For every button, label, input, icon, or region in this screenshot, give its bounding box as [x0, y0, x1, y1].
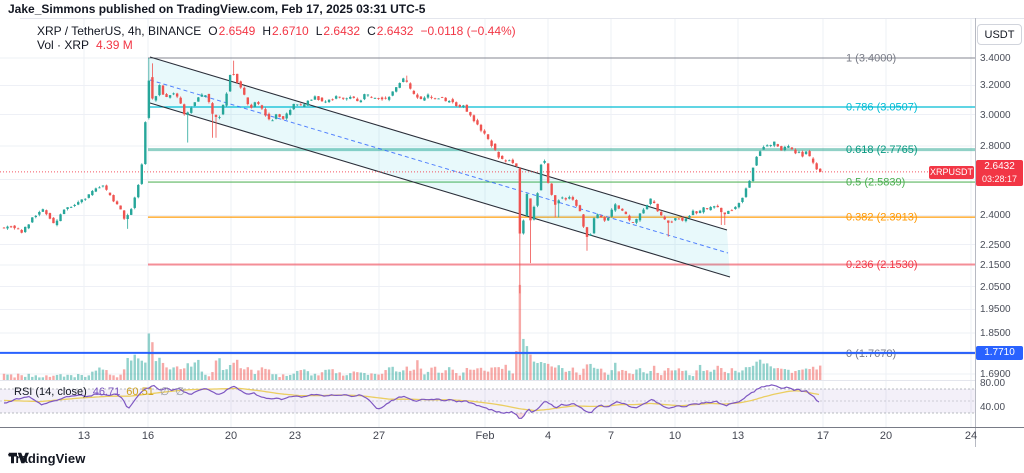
price-tick-label: 3.0000: [980, 109, 1011, 121]
price-tick-label: 1.9500: [980, 304, 1011, 316]
publish-header: Jake_Simmons published on TradingView.co…: [8, 2, 426, 16]
fib-level-label: 0.786 (3.0507): [846, 102, 918, 114]
price-tick-label: 2.2500: [980, 239, 1011, 251]
tradingview-mark-icon: [8, 452, 29, 464]
rsi-tick-label: 40.00: [980, 402, 1006, 413]
fib-level-label: 0.382 (2.3913): [846, 212, 918, 224]
price-tick-label: 2.8000: [980, 140, 1011, 152]
current-price-value: 2.6432: [984, 160, 1015, 172]
time-tick-label: 16: [141, 430, 155, 442]
time-tick-label: 20: [879, 430, 893, 442]
price-tick-label: 2.0500: [980, 281, 1011, 293]
time-tick-label: 13: [77, 430, 91, 442]
time-tick-label: 4: [544, 430, 552, 442]
low-value: 2.6432: [323, 24, 361, 38]
high-label: H: [262, 24, 272, 38]
price-tick-label: 3.4000: [980, 53, 1011, 64]
rsi-ma-value: 60.51: [126, 386, 154, 398]
time-axis[interactable]: 13 16 20 23 27 Feb 4 7 10 13 17 20 24: [0, 428, 978, 447]
time-tick-label: 27: [372, 430, 386, 442]
low-label: L: [315, 24, 323, 38]
rsi-tick-label: 80.00: [980, 378, 1006, 389]
symbol-legend: XRP / TetherUS, 4h, BINANCE O 2.6549 H 2.6…: [37, 24, 516, 38]
fib-level-label: 0.618 (2.7765): [846, 144, 918, 156]
time-tick-label: Feb: [475, 430, 495, 442]
bar-countdown: 03:28:17: [981, 173, 1018, 184]
symbol-title: XRP / TetherUS, 4h, BINANCE: [37, 24, 202, 38]
currency-toggle[interactable]: USDT: [977, 24, 1022, 45]
price-tick-label: 3.2000: [980, 80, 1011, 92]
fib-level-label: 0.236 (2.1530): [846, 259, 918, 271]
time-tick-label: 24: [964, 430, 978, 442]
time-tick-label: 13: [731, 430, 745, 442]
price-tick-label: 1.6900: [980, 369, 1011, 380]
rsi-legend: RSI (14, close) 46.71 60.51 ∅ ∅: [14, 385, 185, 398]
open-value: 2.6549: [218, 24, 256, 38]
time-tick-label: 10: [668, 430, 682, 442]
time-tick-label: 7: [607, 430, 615, 442]
close-value: 2.6432: [376, 24, 414, 38]
rsi-label: RSI (14, close): [14, 386, 87, 398]
price-tick-label: 1.8500: [980, 328, 1011, 340]
time-tick-label: 23: [288, 430, 302, 442]
rsi-hidden-band-icon: ∅: [175, 386, 185, 398]
price-tick-label: 2.1500: [980, 260, 1011, 272]
rsi-value: 46.71: [92, 386, 121, 398]
tradingview-logo[interactable]: TradingView: [8, 451, 85, 466]
volume-value: 4.39 M: [96, 38, 133, 52]
price-tick-label: 2.4000: [980, 210, 1011, 222]
rsi-hidden-band-icon: ∅: [159, 386, 170, 398]
volume-label: Vol · XRP: [37, 38, 90, 52]
time-tick-label: 20: [224, 430, 238, 442]
current-price-badge[interactable]: 2.6432 03:28:17: [976, 159, 1023, 186]
price-axis[interactable]: USDT 3.4000 3.2000 3.0000 2.8000 2.4000 2.250…: [975, 18, 1024, 447]
alert-price-badge[interactable]: 1.7710: [976, 345, 1023, 360]
change-value: −0.0118 (−0.44%): [420, 24, 516, 38]
time-tick-label: 17: [816, 430, 830, 442]
close-label: C: [367, 24, 376, 38]
high-value: 2.6710: [272, 24, 309, 38]
symbol-price-chip[interactable]: XRPUSDT: [929, 165, 974, 179]
open-label: O: [208, 24, 218, 38]
fib-level-label: 0.5 (2.5839): [846, 177, 905, 189]
fib-level-label: 0 (1.7678): [846, 348, 896, 360]
volume-legend: Vol · XRP 4.39 M: [37, 38, 133, 52]
fib-level-label: 1 (3.4000): [846, 53, 896, 65]
